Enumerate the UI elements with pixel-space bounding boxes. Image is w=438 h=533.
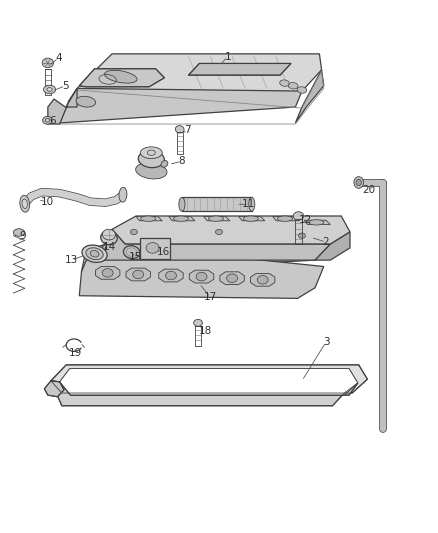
Polygon shape bbox=[95, 266, 120, 279]
Text: 8: 8 bbox=[179, 156, 185, 166]
Ellipse shape bbox=[249, 197, 255, 211]
Polygon shape bbox=[189, 270, 214, 283]
Polygon shape bbox=[136, 216, 162, 221]
Text: 10: 10 bbox=[41, 197, 54, 207]
Polygon shape bbox=[79, 244, 324, 298]
Text: 11: 11 bbox=[242, 199, 255, 209]
Text: 3: 3 bbox=[323, 337, 329, 347]
Ellipse shape bbox=[22, 199, 28, 208]
Polygon shape bbox=[169, 216, 195, 221]
Polygon shape bbox=[81, 244, 319, 272]
Polygon shape bbox=[60, 88, 302, 123]
Ellipse shape bbox=[105, 70, 137, 83]
Ellipse shape bbox=[298, 233, 305, 238]
Polygon shape bbox=[51, 381, 358, 406]
Ellipse shape bbox=[42, 116, 52, 124]
Ellipse shape bbox=[102, 269, 113, 277]
Ellipse shape bbox=[136, 163, 167, 179]
Ellipse shape bbox=[133, 270, 144, 279]
Ellipse shape bbox=[43, 85, 56, 94]
Ellipse shape bbox=[141, 147, 162, 159]
Ellipse shape bbox=[175, 126, 184, 133]
Polygon shape bbox=[68, 54, 321, 102]
Text: 6: 6 bbox=[49, 116, 56, 126]
Ellipse shape bbox=[131, 229, 138, 235]
Ellipse shape bbox=[215, 229, 223, 235]
Polygon shape bbox=[51, 365, 367, 393]
Polygon shape bbox=[304, 220, 330, 224]
Ellipse shape bbox=[257, 276, 268, 284]
Polygon shape bbox=[273, 216, 299, 221]
Text: 12: 12 bbox=[299, 215, 312, 225]
Ellipse shape bbox=[138, 151, 164, 168]
Polygon shape bbox=[220, 272, 244, 285]
Ellipse shape bbox=[280, 80, 289, 86]
Text: 20: 20 bbox=[362, 185, 375, 196]
Text: 7: 7 bbox=[184, 125, 191, 135]
Polygon shape bbox=[159, 269, 183, 282]
Polygon shape bbox=[204, 216, 230, 221]
Polygon shape bbox=[44, 381, 64, 397]
Text: 1: 1 bbox=[224, 52, 231, 61]
Polygon shape bbox=[188, 63, 291, 75]
Ellipse shape bbox=[179, 197, 185, 211]
Ellipse shape bbox=[161, 160, 168, 167]
Text: 14: 14 bbox=[102, 242, 116, 252]
Text: 13: 13 bbox=[65, 255, 78, 265]
Ellipse shape bbox=[76, 96, 95, 107]
Text: 4: 4 bbox=[55, 53, 62, 63]
Polygon shape bbox=[126, 268, 150, 281]
Ellipse shape bbox=[277, 216, 293, 221]
Ellipse shape bbox=[356, 179, 361, 185]
Ellipse shape bbox=[226, 274, 237, 282]
Ellipse shape bbox=[243, 216, 258, 221]
Polygon shape bbox=[239, 216, 265, 221]
Ellipse shape bbox=[90, 251, 99, 257]
Ellipse shape bbox=[13, 229, 25, 236]
Text: 17: 17 bbox=[204, 292, 217, 302]
Text: 5: 5 bbox=[62, 81, 69, 91]
Ellipse shape bbox=[86, 248, 103, 260]
Ellipse shape bbox=[297, 87, 307, 93]
Text: 9: 9 bbox=[19, 231, 26, 241]
Ellipse shape bbox=[47, 87, 52, 91]
Ellipse shape bbox=[101, 231, 117, 245]
Polygon shape bbox=[295, 70, 324, 123]
Ellipse shape bbox=[82, 245, 107, 262]
Ellipse shape bbox=[196, 272, 207, 281]
Ellipse shape bbox=[354, 176, 364, 188]
Polygon shape bbox=[101, 229, 330, 260]
Polygon shape bbox=[60, 368, 358, 395]
Polygon shape bbox=[79, 69, 164, 87]
Polygon shape bbox=[315, 232, 350, 260]
Ellipse shape bbox=[20, 195, 30, 212]
Text: 19: 19 bbox=[69, 348, 82, 358]
Polygon shape bbox=[251, 273, 275, 286]
Ellipse shape bbox=[146, 243, 159, 253]
Ellipse shape bbox=[42, 58, 53, 68]
Text: 15: 15 bbox=[128, 253, 142, 262]
Ellipse shape bbox=[102, 229, 116, 240]
Text: 18: 18 bbox=[198, 326, 212, 336]
Ellipse shape bbox=[289, 83, 298, 89]
Ellipse shape bbox=[141, 216, 156, 221]
Ellipse shape bbox=[293, 212, 304, 220]
Polygon shape bbox=[112, 216, 350, 244]
Polygon shape bbox=[140, 238, 170, 259]
Ellipse shape bbox=[166, 271, 177, 280]
Ellipse shape bbox=[194, 319, 202, 326]
Ellipse shape bbox=[45, 118, 49, 122]
Ellipse shape bbox=[309, 220, 324, 225]
Polygon shape bbox=[182, 197, 252, 211]
Ellipse shape bbox=[173, 216, 189, 221]
Polygon shape bbox=[48, 88, 77, 124]
Ellipse shape bbox=[208, 216, 223, 221]
Ellipse shape bbox=[119, 187, 127, 202]
Text: 2: 2 bbox=[323, 237, 329, 247]
Text: 16: 16 bbox=[156, 247, 170, 257]
